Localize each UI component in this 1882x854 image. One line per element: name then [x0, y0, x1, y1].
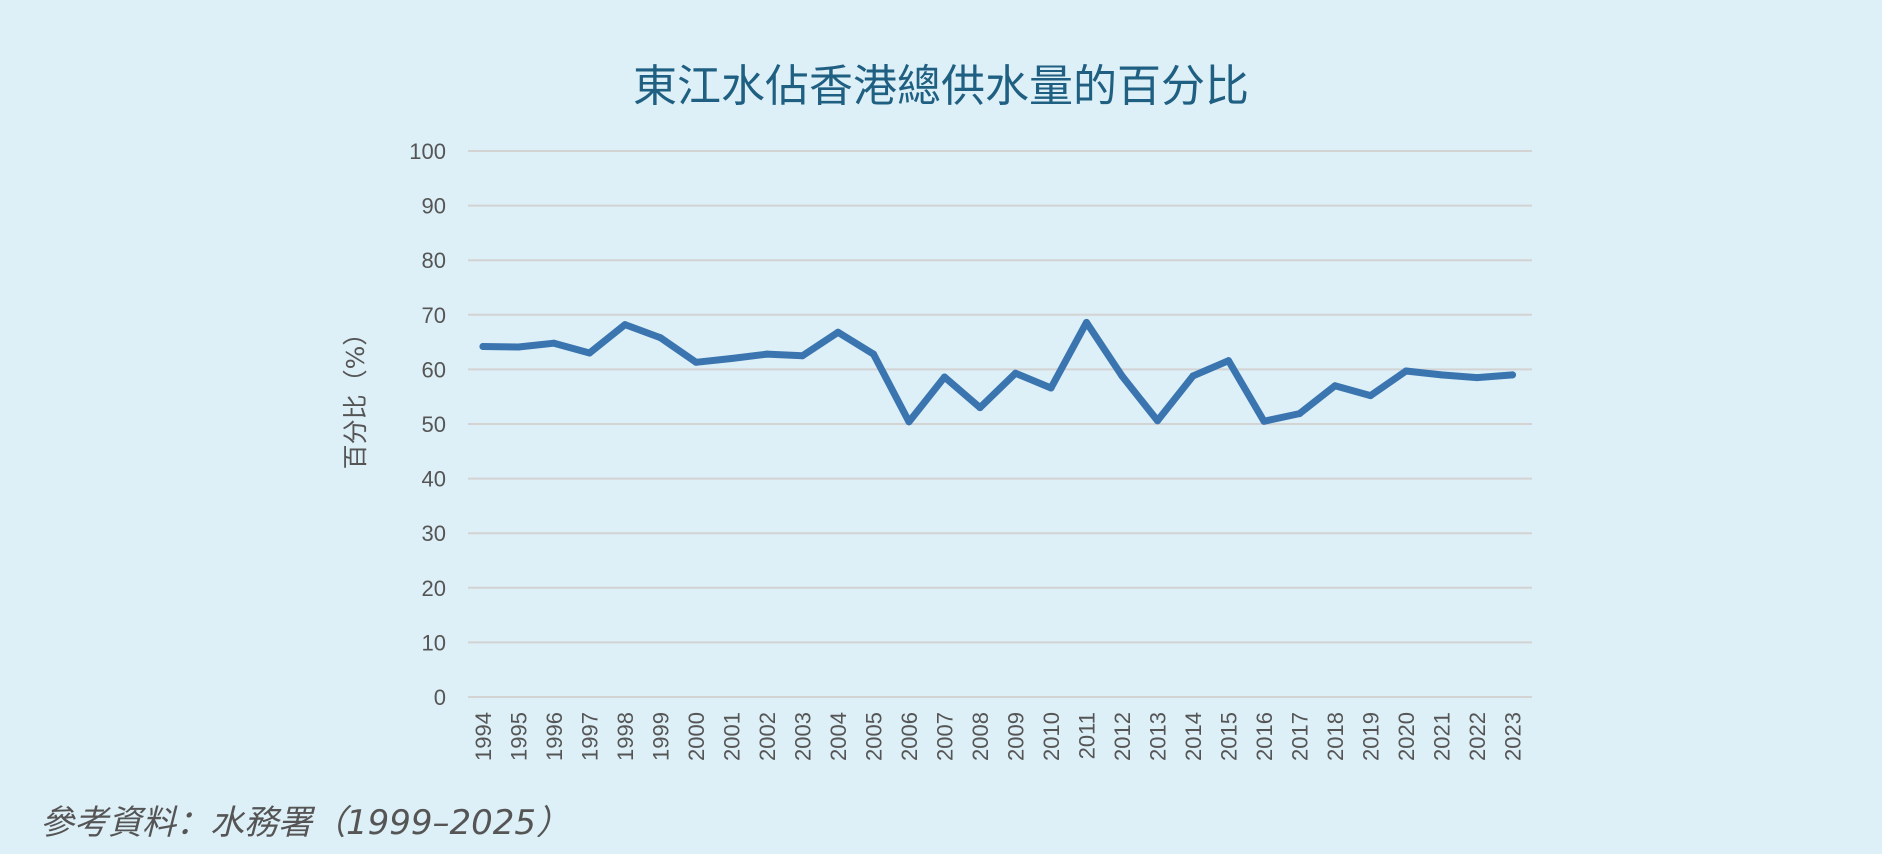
data-point [1118, 372, 1126, 380]
data-point [941, 373, 948, 381]
y-tick-label: 30 [422, 521, 446, 546]
x-tick-label: 2018 [1323, 712, 1348, 761]
data-point [1012, 369, 1019, 377]
data-point [976, 404, 984, 412]
data-point [692, 358, 700, 366]
data-point [1473, 374, 1481, 382]
gridlines [468, 150, 1532, 698]
x-tick-label: 2022 [1465, 712, 1490, 761]
x-tick-label: 1999 [649, 712, 674, 761]
data-point [1331, 382, 1339, 390]
data-point [763, 350, 771, 358]
data-point [479, 342, 487, 350]
y-tick-label: 100 [409, 139, 446, 164]
x-tick-label: 2006 [897, 712, 922, 761]
series-layer [479, 318, 1516, 426]
x-tick-label: 2016 [1252, 712, 1277, 761]
x-tick-label: 2010 [1039, 712, 1064, 761]
y-tick-label: 50 [422, 412, 446, 437]
data-point [657, 334, 664, 342]
y-tick-label: 60 [422, 357, 446, 382]
y-tick-label: 70 [422, 303, 446, 328]
x-tick-label: 1996 [542, 712, 567, 761]
data-point [1189, 372, 1197, 380]
data-point [905, 418, 913, 426]
x-tick-label: 2012 [1110, 712, 1135, 761]
x-tick-label: 1994 [471, 712, 496, 761]
x-tick-label: 2021 [1430, 712, 1455, 761]
x-tick-label: 2002 [755, 712, 780, 761]
data-point [1438, 371, 1445, 379]
data-point [728, 354, 735, 362]
chart-title: 東江水佔香港總供水量的百分比 [633, 61, 1249, 112]
x-tick-label: 2004 [826, 712, 851, 761]
x-tick-label: 2015 [1217, 712, 1242, 761]
source-note: 參考資料：水務署（1999–2025） [40, 803, 571, 843]
data-point [870, 350, 877, 358]
data-point [1083, 318, 1090, 326]
data-point [799, 352, 806, 360]
data-point [550, 339, 558, 347]
x-tick-label: 2001 [720, 712, 745, 761]
x-tick-label: 2008 [968, 712, 993, 761]
y-tick-label: 80 [422, 248, 446, 273]
data-point [1225, 357, 1232, 365]
data-point [1402, 367, 1410, 375]
y-tick-label: 20 [422, 576, 446, 601]
data-point [834, 328, 842, 336]
x-tick-label: 2011 [1075, 712, 1100, 759]
x-tick-label: 2013 [1146, 712, 1171, 761]
x-tick-label: 2023 [1501, 712, 1526, 761]
x-tick-label: 1995 [507, 712, 532, 761]
x-tick-label: 2007 [933, 712, 958, 761]
data-point [586, 349, 593, 357]
x-tick-label: 2019 [1359, 712, 1384, 761]
x-tick-label: 2020 [1394, 712, 1419, 761]
x-tick-label: 2003 [791, 712, 816, 761]
data-point [621, 321, 629, 329]
x-tick-label: 2014 [1181, 712, 1206, 761]
series-line-0 [479, 318, 1516, 426]
x-tick-label: 2017 [1288, 712, 1313, 761]
data-point [1367, 392, 1374, 400]
x-tick-label: 2005 [862, 712, 887, 761]
y-tick-label: 10 [422, 630, 446, 655]
data-point [1260, 417, 1268, 425]
x-axis-ticks: 1994 1995 1996 1997 1998 1999 2000 2001 2002 2003… [471, 712, 1526, 761]
data-point [1509, 371, 1516, 379]
x-tick-label: 1997 [578, 712, 603, 761]
y-tick-label: 90 [422, 194, 446, 219]
data-point [1047, 384, 1055, 392]
data-point [515, 343, 522, 351]
x-tick-label: 1998 [613, 712, 638, 761]
y-tick-label: 40 [422, 467, 446, 492]
y-axis-label: 百分比（%） [341, 321, 370, 470]
data-point [1296, 410, 1303, 418]
x-tick-label: 2000 [684, 712, 709, 761]
x-tick-label: 2009 [1004, 712, 1029, 761]
data-point [1154, 417, 1161, 425]
y-axis-ticks: 0 10 20 30 40 50 60 70 80 90 100 [409, 139, 446, 710]
y-tick-label: 0 [434, 685, 446, 710]
